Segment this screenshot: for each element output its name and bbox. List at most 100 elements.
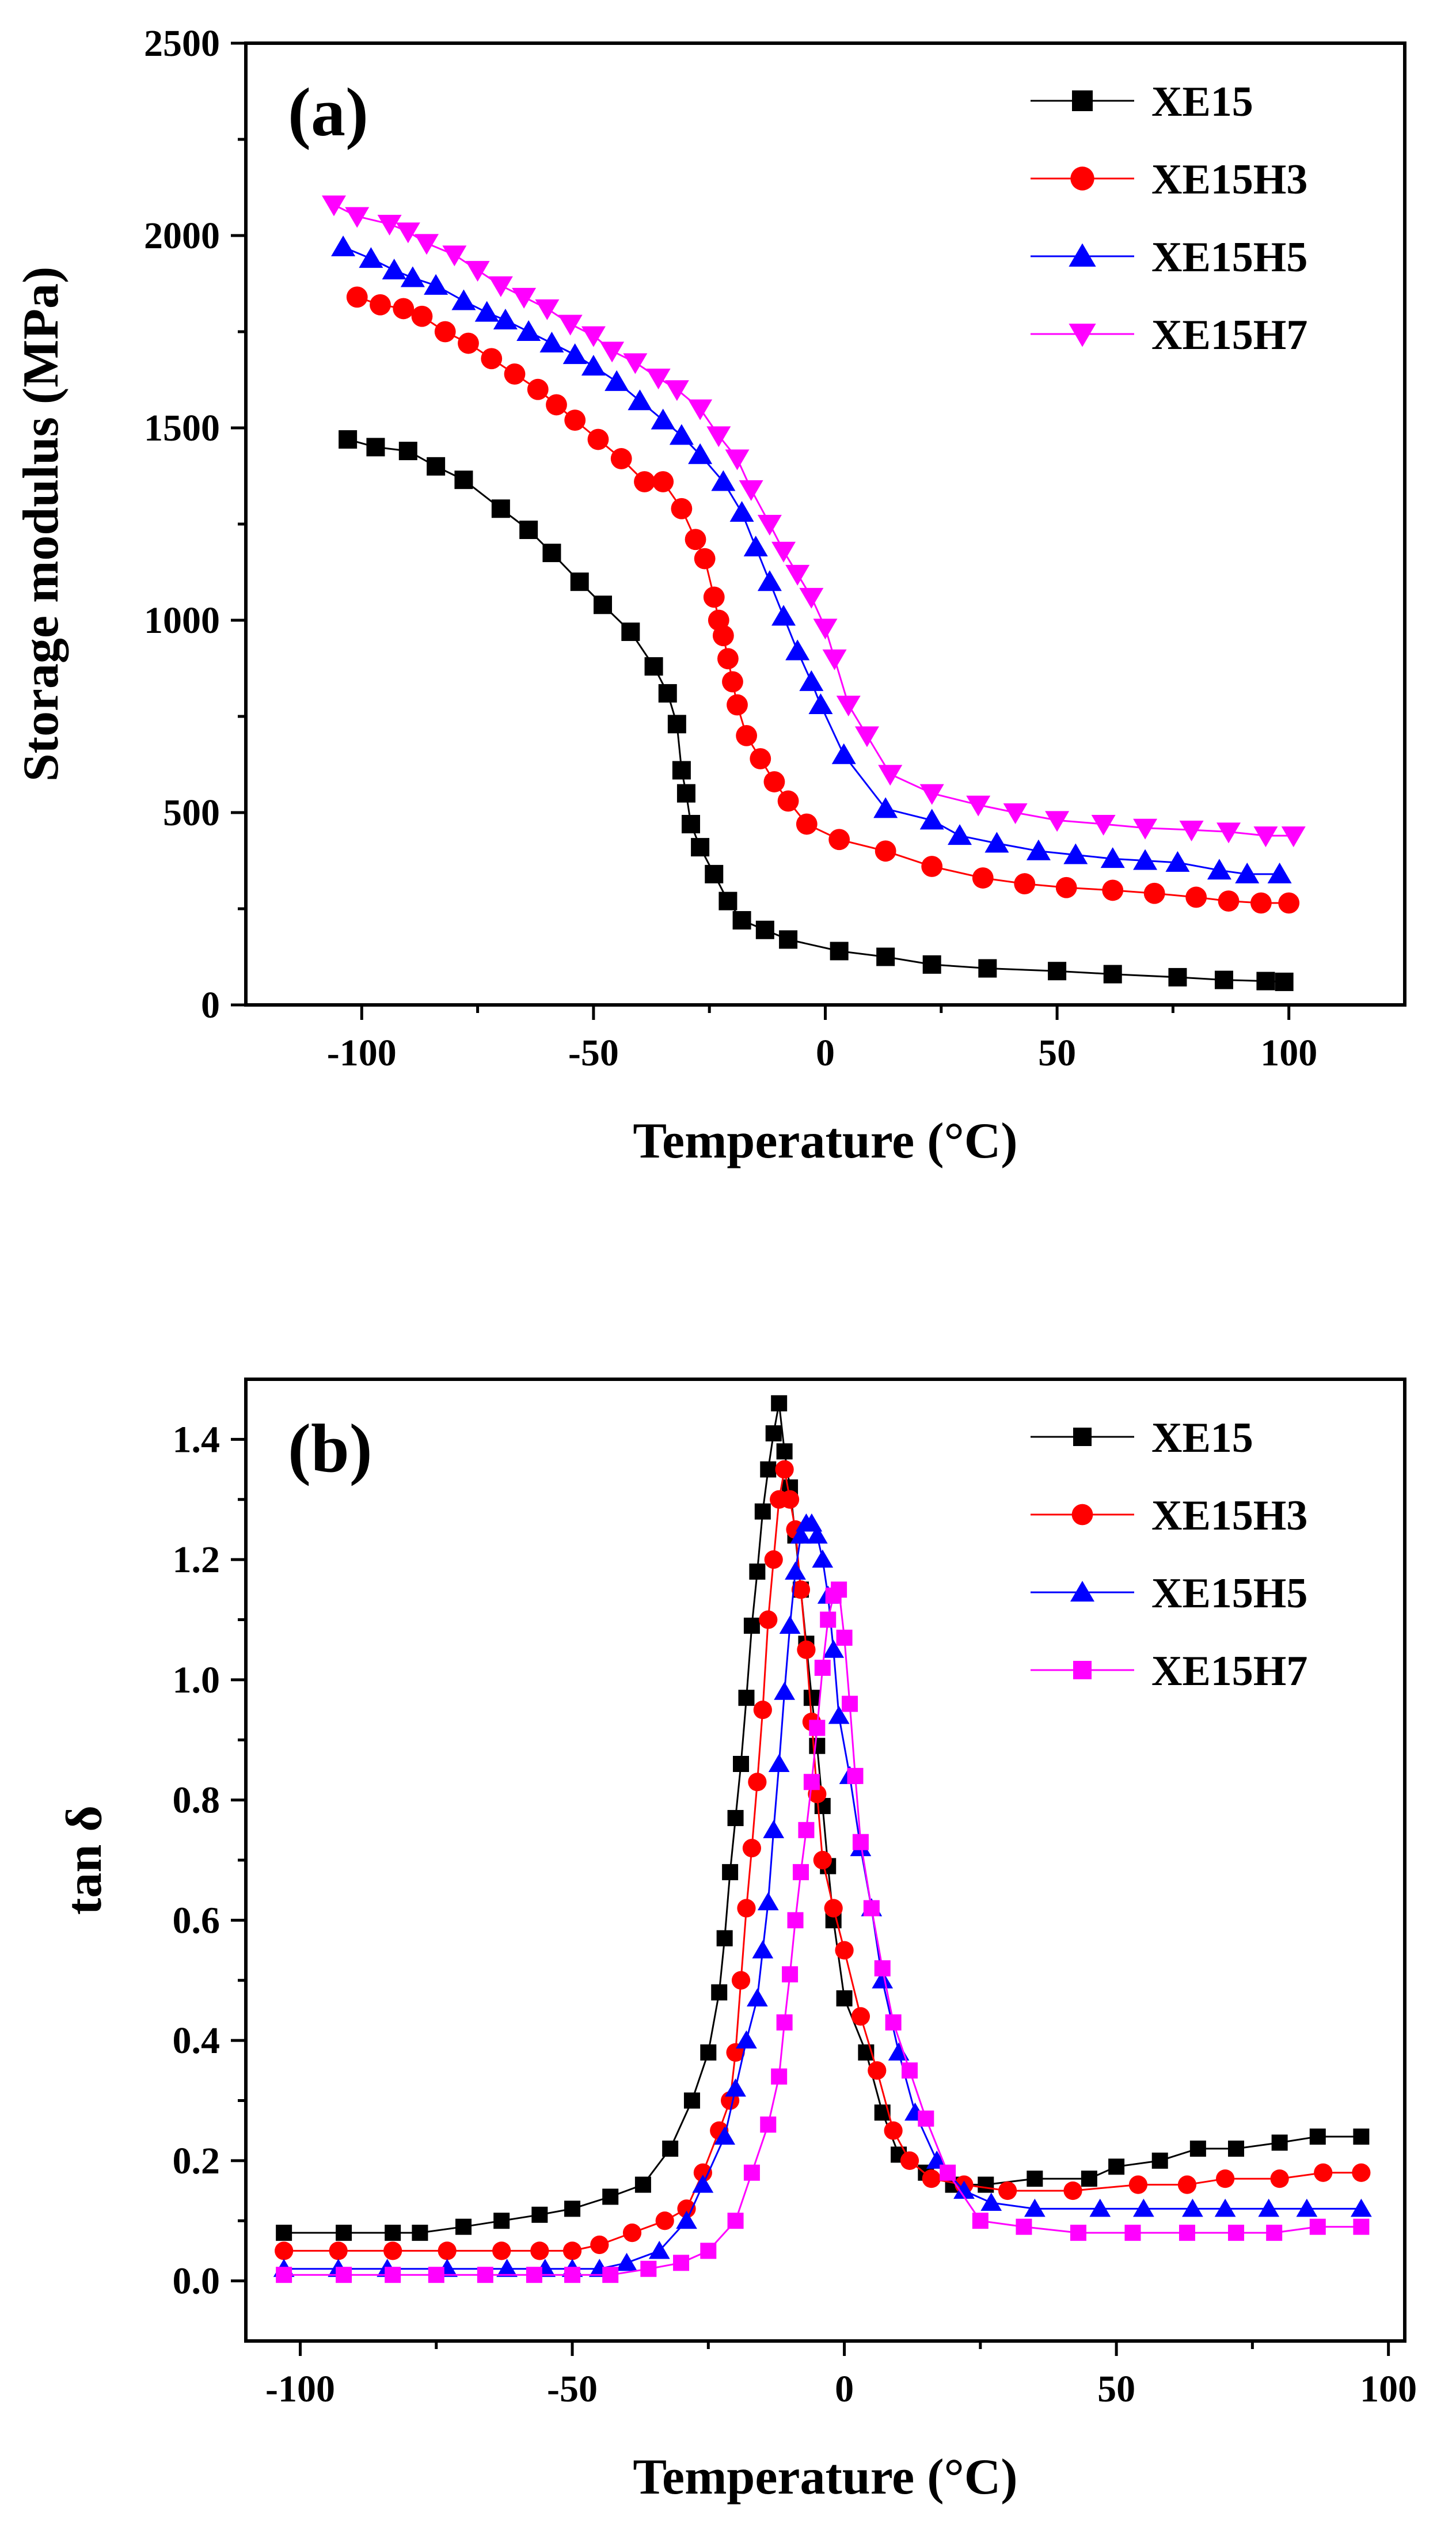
data-point-xe15h3: [835, 1941, 854, 1960]
data-point-xe15h3: [797, 1640, 816, 1659]
data-point-xe15: [1271, 2134, 1288, 2151]
data-point-xe15h3: [717, 648, 739, 670]
data-point-xe15h7: [1070, 2225, 1086, 2241]
data-point-xe15h5: [1026, 839, 1051, 860]
data-point-xe15h7: [1216, 822, 1241, 844]
data-point-xe15h5: [382, 259, 406, 280]
legend: XE15 XE15H3 XE15H5 XE15H7: [1031, 1414, 1307, 1695]
data-point-xe15h5: [581, 355, 606, 376]
data-point-xe15h3: [759, 1610, 778, 1629]
axes-layer: -100 -50 0 50 100 0.0 0.2 0.4 0.6 0.8 1.0 1.2 1.4 Tem…: [56, 1378, 1417, 2505]
data-point-xe15h3: [1128, 2175, 1148, 2194]
data-point-xe15h7: [477, 2267, 493, 2283]
data-point-xe15: [771, 1395, 788, 1412]
data-point-xe15h3: [703, 586, 725, 608]
data-point-xe15h5: [651, 408, 675, 430]
data-point-xe15: [672, 761, 691, 780]
data-point-xe15: [681, 815, 700, 834]
data-point-xe15h7: [1133, 818, 1158, 840]
data-point-xe15h5: [676, 2210, 697, 2229]
data-point-xe15h3: [652, 471, 674, 492]
data-point-xe15h7: [465, 261, 490, 282]
data-point-xe15: [743, 1617, 760, 1634]
data-point-xe15h5: [736, 2030, 757, 2049]
data-point-xe15h7: [771, 2068, 788, 2085]
legend-marker: [1071, 1504, 1093, 1526]
data-point-xe15: [1256, 972, 1275, 991]
data-point-xe15: [658, 684, 677, 703]
data-point-xe15h7: [852, 1834, 869, 1850]
data-point-xe15: [683, 2092, 700, 2109]
data-point-xe15h3: [1143, 882, 1165, 904]
data-point-xe15h5: [779, 1615, 801, 1634]
data-point-xe15h5: [359, 247, 383, 268]
data-point-xe15: [765, 1425, 782, 1441]
series-layer: [321, 195, 1306, 991]
legend-label: XE15H3: [1151, 1492, 1307, 1539]
data-point-xe15h3: [590, 2235, 609, 2255]
data-point-xe15: [676, 784, 695, 803]
data-point-xe15h5: [980, 2192, 1002, 2211]
y-tick-label: 2000: [144, 215, 220, 257]
data-point-xe15h5: [984, 832, 1009, 853]
data-point-xe15h3: [671, 498, 693, 519]
data-point-xe15: [594, 595, 613, 614]
data-point-xe15h3: [527, 378, 549, 400]
data-point-xe15: [276, 2225, 292, 2241]
data-point-xe15h3: [922, 2169, 941, 2188]
data-point-xe15h5: [948, 824, 972, 845]
x-axis-title: Temperature (°C): [633, 1113, 1017, 1169]
data-point-xe15: [398, 442, 417, 461]
data-point-xe15h7: [581, 326, 606, 347]
data-point-xe15h7: [1281, 826, 1306, 848]
data-point-xe15h7: [646, 369, 671, 390]
legend-marker: [1069, 324, 1096, 347]
data-point-xe15h3: [546, 394, 567, 416]
data-point-xe15h3: [634, 471, 655, 492]
x-axis-title: Temperature (°C): [633, 2449, 1017, 2505]
y-tick-label: 0.8: [173, 1779, 221, 1822]
legend-item-xe15: XE15: [1031, 78, 1253, 126]
y-tick-label: 1.4: [173, 1418, 221, 1460]
data-point-xe15: [722, 1864, 739, 1880]
data-point-xe15h5: [714, 2126, 736, 2145]
tan-delta-chart: -100 -50 0 50 100 0.0 0.2 0.4 0.6 0.8 1.0 1.2 1.4 Tem…: [56, 1378, 1417, 2505]
data-point-xe15: [519, 521, 538, 540]
data-point-xe15h3: [329, 2241, 348, 2260]
data-point-xe15h3: [750, 748, 771, 769]
data-point-xe15: [366, 438, 385, 457]
data-point-xe15h3: [851, 2007, 870, 2026]
data-point-xe15h7: [535, 299, 560, 320]
data-point-xe15h3: [824, 1899, 843, 1918]
data-point-xe15: [1081, 2171, 1097, 2187]
data-point-xe15: [755, 920, 774, 939]
data-point-xe15h3: [868, 2061, 887, 2080]
data-point-xe15h3: [884, 2121, 903, 2140]
data-point-xe15h7: [792, 1864, 809, 1880]
data-point-xe15h3: [383, 2241, 402, 2260]
data-point-xe15: [733, 1756, 750, 1772]
data-point-xe15: [1048, 962, 1067, 981]
x-tick-label: 0: [835, 2368, 854, 2410]
data-point-xe15h5: [493, 308, 518, 329]
y-axis-title: tan δ: [56, 1805, 112, 1915]
data-point-xe15h7: [276, 2267, 292, 2283]
data-point-xe15h5: [516, 320, 541, 341]
x-tick-label: -100: [327, 1032, 397, 1074]
data-point-xe15h7: [377, 214, 402, 236]
data-point-xe15h7: [415, 234, 439, 255]
data-point-xe15h3: [1250, 892, 1272, 914]
data-point-xe15: [339, 430, 358, 449]
data-point-xe15h3: [737, 1899, 756, 1918]
data-point-xe15h7: [760, 2116, 777, 2133]
legend-item-xe15h7: XE15H7: [1031, 1648, 1307, 1695]
data-point-xe15h7: [836, 1629, 853, 1646]
data-point-xe15h7: [321, 195, 346, 217]
data-point-xe15: [922, 955, 941, 974]
data-point-xe15h7: [673, 2255, 690, 2271]
data-point-xe15h5: [400, 266, 425, 287]
y-tick-label: 2500: [144, 22, 220, 64]
data-point-xe15h5: [729, 500, 754, 522]
x-tick-label: 50: [1038, 1032, 1076, 1074]
data-point-xe15: [634, 2176, 651, 2193]
